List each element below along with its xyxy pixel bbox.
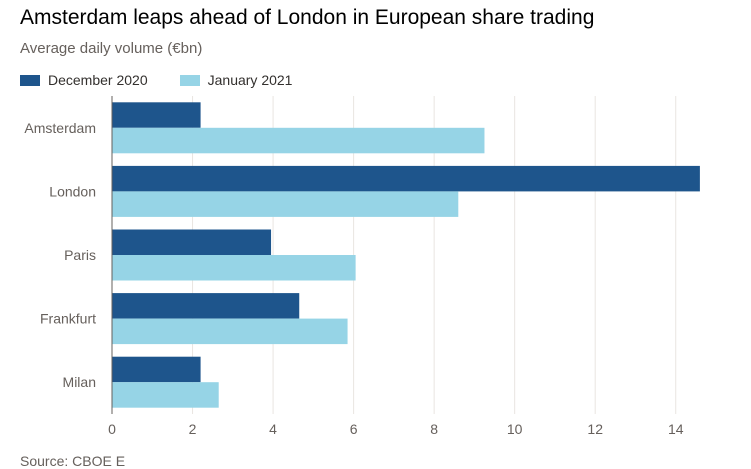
legend-swatch-january-2021 <box>179 74 200 86</box>
chart-source: Source: CBOE E <box>20 453 126 469</box>
bar-london-january-2021 <box>112 191 459 217</box>
category-label-frankfurt: Frankfurt <box>40 311 96 327</box>
legend-label-december-2020: December 2020 <box>48 72 148 88</box>
bar-paris-december-2020 <box>112 229 272 255</box>
chart-subtitle: Average daily volume (€bn) <box>20 40 203 57</box>
legend-item-january-2021: January 2021 <box>179 72 293 88</box>
x-tick-label-14: 14 <box>668 421 684 437</box>
bar-amsterdam-december-2020 <box>112 102 201 128</box>
x-tick-label-2: 2 <box>189 421 197 437</box>
x-tick-label-10: 10 <box>507 421 523 437</box>
category-label-amsterdam: Amsterdam <box>24 120 96 136</box>
bar-frankfurt-december-2020 <box>112 293 300 319</box>
category-label-london: London <box>49 183 96 199</box>
x-tick-label-4: 4 <box>269 421 277 437</box>
bar-frankfurt-january-2021 <box>112 318 348 345</box>
legend-item-december-2020: December 2020 <box>20 72 148 88</box>
x-tick-label-8: 8 <box>430 421 438 437</box>
x-tick-label-0: 0 <box>108 421 116 437</box>
bar-amsterdam-january-2021 <box>112 127 485 154</box>
legend-label-january-2021: January 2021 <box>207 72 293 88</box>
category-label-milan: Milan <box>63 374 96 390</box>
legend-swatch-december-2020 <box>20 74 40 86</box>
category-label-paris: Paris <box>64 247 96 263</box>
bar-milan-january-2021 <box>112 382 219 408</box>
chart-title: Amsterdam leaps ahead of London in Europ… <box>20 6 595 29</box>
x-tick-label-12: 12 <box>587 421 603 437</box>
bar-london-december-2020 <box>112 165 700 192</box>
bar-paris-january-2021 <box>112 255 356 281</box>
x-tick-label-6: 6 <box>350 421 358 437</box>
legend: December 2020 January 2021 <box>20 72 324 88</box>
bar-milan-december-2020 <box>112 356 201 383</box>
